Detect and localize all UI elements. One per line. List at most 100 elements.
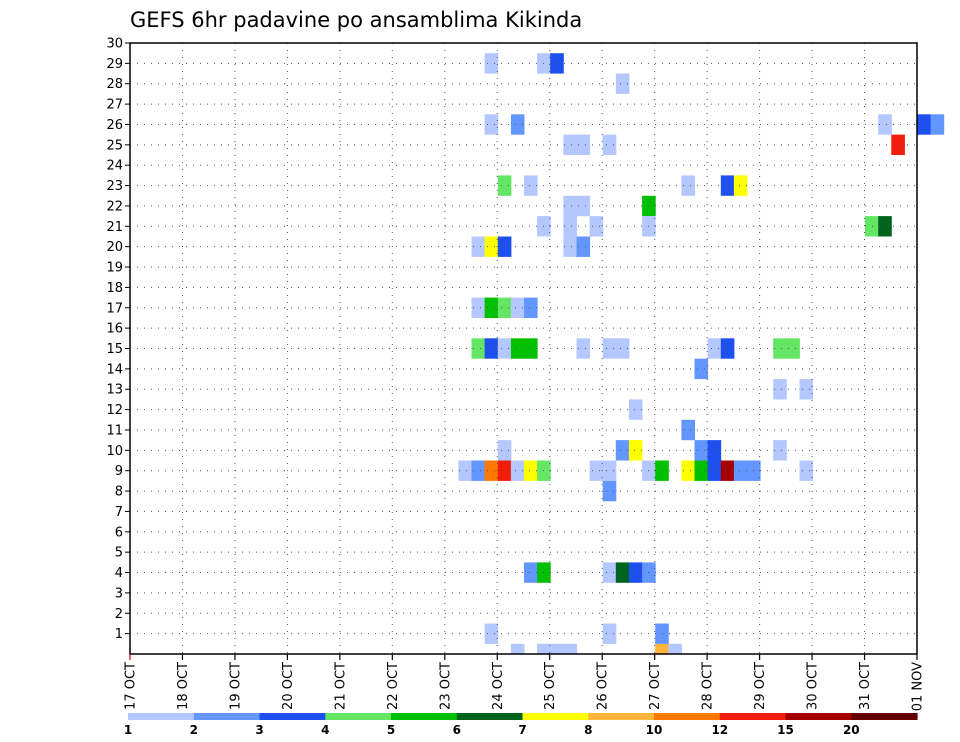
precip-cell xyxy=(589,460,604,481)
precip-cell xyxy=(537,643,551,654)
precip-cell xyxy=(471,236,486,257)
legend-swatch xyxy=(193,713,261,720)
precip-cell xyxy=(458,460,472,481)
y-tick-label: 6 xyxy=(115,525,123,540)
precip-cell xyxy=(497,175,512,196)
precip-cell xyxy=(497,338,512,359)
precip-cell xyxy=(707,338,722,359)
precip-cell xyxy=(471,338,486,359)
precip-cell xyxy=(484,623,499,644)
precip-cell xyxy=(628,562,643,583)
x-tick-label: 29 OCT xyxy=(753,662,768,710)
y-tick-label: 15 xyxy=(106,342,123,357)
precip-cell xyxy=(589,216,604,237)
precip-cell xyxy=(576,236,591,257)
precip-cell xyxy=(497,297,512,318)
y-tick-label: 20 xyxy=(106,240,123,255)
precip-cell xyxy=(563,134,577,155)
y-tick-label: 8 xyxy=(115,485,123,500)
y-tick-label: 21 xyxy=(106,220,123,235)
precip-cell xyxy=(615,338,630,359)
legend-swatch xyxy=(522,713,589,720)
precip-cell xyxy=(524,562,538,583)
precip-cell xyxy=(484,114,499,135)
x-tick-label: 17 OCT xyxy=(124,662,139,710)
precip-cell xyxy=(497,236,512,257)
precip-cell xyxy=(563,236,577,257)
y-tick-label: 26 xyxy=(106,118,123,133)
y-tick-label: 3 xyxy=(115,586,123,601)
y-tick-label: 5 xyxy=(115,546,123,561)
precip-cell xyxy=(694,358,709,380)
x-axis: 17 OCT 18 OCT 19 OCT 20 OCT 21 OCT 22 OCT 23 O… xyxy=(124,654,926,711)
precip-cell xyxy=(615,440,630,461)
precip-cell xyxy=(484,236,499,257)
legend-label: 1 xyxy=(124,723,132,737)
y-tick-label: 4 xyxy=(115,566,123,581)
precip-cell xyxy=(576,338,591,359)
y-tick-label: 14 xyxy=(106,362,123,377)
legend-label: 3 xyxy=(255,723,263,737)
precip-cell xyxy=(550,643,564,654)
precip-cell xyxy=(563,216,577,237)
color-legend: 1 2 3 4 5 6 7 8 10 12 15 20 xyxy=(124,713,918,737)
precip-cell xyxy=(471,297,486,318)
y-tick-label: 19 xyxy=(106,261,123,276)
y-tick-label: 1 xyxy=(115,627,123,642)
y-tick-label: 22 xyxy=(106,199,123,214)
legend-label: 4 xyxy=(321,723,329,737)
precip-cell xyxy=(602,134,617,155)
precip-cell xyxy=(602,460,617,481)
precip-cell xyxy=(602,338,617,359)
legend-swatch xyxy=(128,713,195,720)
legend-label: 12 xyxy=(711,723,728,737)
legend-swatch xyxy=(719,713,787,720)
precip-cell xyxy=(720,460,735,481)
precip-cell xyxy=(878,216,892,237)
y-tick-label: 16 xyxy=(106,322,123,337)
y-tick-label: 11 xyxy=(106,423,123,438)
precip-cell xyxy=(484,53,499,74)
precip-cell xyxy=(799,379,814,400)
x-tick-label: 27 OCT xyxy=(648,662,663,710)
precip-cell xyxy=(471,460,486,481)
legend-swatch xyxy=(456,713,524,720)
x-tick-label: 24 OCT xyxy=(491,662,506,710)
y-tick-label: 10 xyxy=(106,444,123,459)
precip-cell xyxy=(576,134,591,155)
precip-cell xyxy=(720,338,735,359)
precip-cell xyxy=(563,643,577,654)
legend-swatch xyxy=(391,713,458,720)
x-tick-label: 18 OCT xyxy=(176,662,191,710)
precip-cell xyxy=(930,114,945,135)
legend-label: 6 xyxy=(453,723,461,737)
y-tick-label: 29 xyxy=(106,57,123,72)
precip-cell xyxy=(733,460,748,481)
precip-cell xyxy=(655,643,669,654)
precip-cell xyxy=(576,195,591,217)
y-tick-label: 28 xyxy=(106,77,123,92)
legend-label: 7 xyxy=(518,723,526,737)
precip-cell xyxy=(602,562,617,583)
y-axis: 1234567891011121314151617181920212223242… xyxy=(106,37,130,642)
precip-cell xyxy=(733,175,748,196)
x-tick-label: 19 OCT xyxy=(228,662,243,710)
legend-swatch xyxy=(259,713,326,720)
legend-label: 5 xyxy=(387,723,395,737)
legend-label: 8 xyxy=(584,723,592,737)
precip-cell xyxy=(563,195,577,217)
y-tick-label: 12 xyxy=(106,403,123,418)
precip-cell xyxy=(720,175,735,196)
precip-cell xyxy=(484,338,499,359)
precip-cell xyxy=(773,440,787,461)
precip-cell xyxy=(602,623,617,644)
legend-swatch xyxy=(851,713,918,720)
legend-label: 10 xyxy=(646,723,663,737)
precip-cell xyxy=(524,297,538,318)
x-tick-label: 30 OCT xyxy=(806,662,821,710)
y-tick-label: 18 xyxy=(106,281,123,296)
precip-cell xyxy=(694,440,709,461)
precip-cell xyxy=(524,460,538,481)
x-tick-label: 22 OCT xyxy=(386,662,401,710)
